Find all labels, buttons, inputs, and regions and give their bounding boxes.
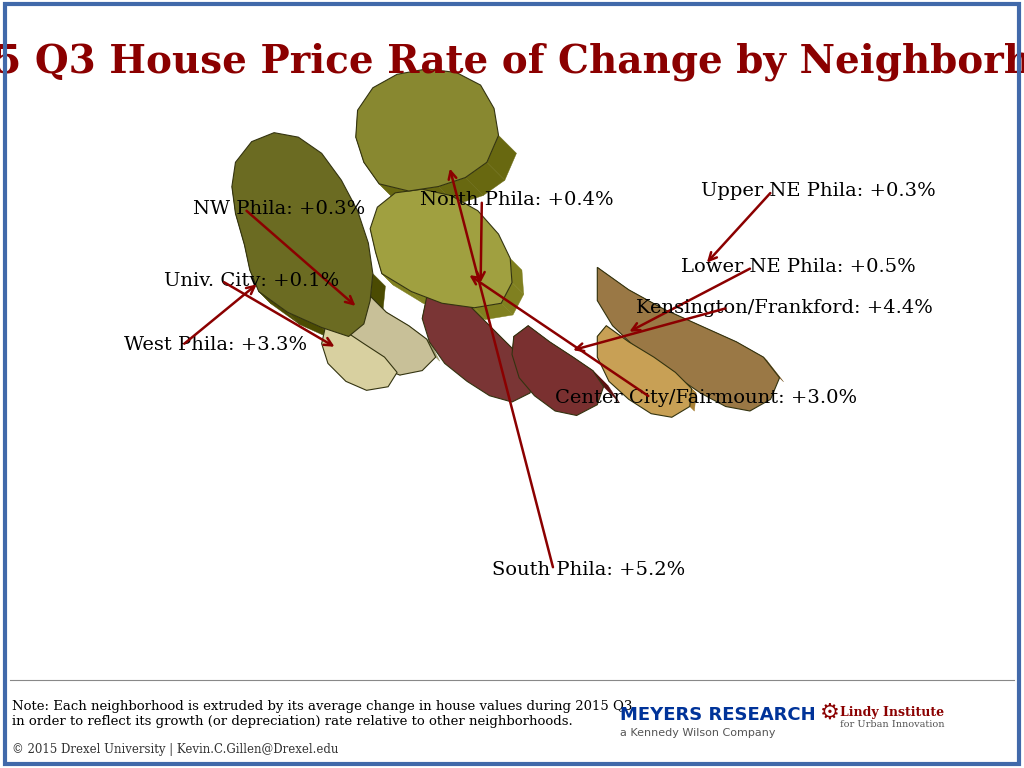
Text: North Phila: +0.4%: North Phila: +0.4% bbox=[421, 191, 614, 209]
Polygon shape bbox=[355, 137, 382, 180]
Polygon shape bbox=[370, 229, 387, 263]
Polygon shape bbox=[231, 187, 248, 226]
Polygon shape bbox=[501, 283, 523, 315]
Polygon shape bbox=[326, 327, 343, 331]
Polygon shape bbox=[550, 342, 589, 372]
Polygon shape bbox=[364, 290, 390, 316]
Polygon shape bbox=[370, 273, 385, 313]
Polygon shape bbox=[348, 290, 368, 294]
Text: for Urban Innovation: for Urban Innovation bbox=[840, 720, 944, 729]
Text: Lower NE Phila: +0.5%: Lower NE Phila: +0.5% bbox=[681, 258, 915, 276]
Polygon shape bbox=[337, 303, 341, 329]
Polygon shape bbox=[573, 357, 608, 386]
Polygon shape bbox=[384, 357, 400, 376]
Polygon shape bbox=[736, 342, 767, 361]
Polygon shape bbox=[597, 267, 779, 411]
Polygon shape bbox=[348, 324, 377, 349]
Polygon shape bbox=[700, 326, 740, 346]
Text: 2015 Q3 House Price Rate of Change by Neighborhood: 2015 Q3 House Price Rate of Change by Ne… bbox=[0, 43, 1024, 81]
Polygon shape bbox=[355, 69, 499, 191]
Polygon shape bbox=[386, 313, 413, 329]
Polygon shape bbox=[322, 327, 397, 390]
Text: ⚙: ⚙ bbox=[820, 703, 840, 723]
Polygon shape bbox=[259, 292, 300, 325]
Text: Center City/Fairmount: +3.0%: Center City/Fairmount: +3.0% bbox=[555, 389, 857, 406]
Polygon shape bbox=[525, 362, 542, 379]
Polygon shape bbox=[514, 326, 544, 353]
Polygon shape bbox=[322, 327, 361, 349]
Text: NW Phila: +0.3%: NW Phila: +0.3% bbox=[194, 200, 366, 218]
Polygon shape bbox=[690, 389, 696, 411]
Polygon shape bbox=[597, 267, 633, 294]
Text: Univ. City: +0.1%: Univ. City: +0.1% bbox=[164, 272, 339, 290]
Polygon shape bbox=[510, 258, 523, 294]
Polygon shape bbox=[597, 326, 611, 341]
Polygon shape bbox=[654, 357, 680, 377]
Text: Lindy Institute: Lindy Institute bbox=[840, 706, 944, 719]
Polygon shape bbox=[422, 297, 431, 323]
Polygon shape bbox=[528, 326, 565, 358]
Polygon shape bbox=[606, 326, 634, 346]
Polygon shape bbox=[597, 267, 601, 305]
Polygon shape bbox=[355, 111, 376, 155]
Polygon shape bbox=[465, 162, 505, 196]
Polygon shape bbox=[364, 343, 388, 361]
Polygon shape bbox=[597, 336, 602, 362]
Polygon shape bbox=[337, 290, 352, 307]
Polygon shape bbox=[438, 177, 483, 204]
Polygon shape bbox=[382, 273, 423, 303]
Polygon shape bbox=[364, 300, 383, 336]
Text: West Phila: +3.3%: West Phila: +3.3% bbox=[124, 336, 307, 355]
Polygon shape bbox=[442, 303, 486, 319]
Polygon shape bbox=[412, 292, 454, 315]
Polygon shape bbox=[763, 357, 783, 382]
Polygon shape bbox=[427, 281, 450, 301]
Polygon shape bbox=[288, 313, 334, 340]
Polygon shape bbox=[250, 270, 271, 304]
Text: South Phila: +5.2%: South Phila: +5.2% bbox=[493, 561, 685, 579]
Polygon shape bbox=[337, 290, 435, 375]
Polygon shape bbox=[593, 371, 620, 402]
Polygon shape bbox=[231, 133, 373, 336]
Polygon shape bbox=[236, 214, 257, 257]
Polygon shape bbox=[512, 336, 529, 370]
Polygon shape bbox=[322, 327, 329, 347]
Polygon shape bbox=[676, 372, 696, 393]
Polygon shape bbox=[665, 310, 705, 329]
Polygon shape bbox=[485, 321, 512, 348]
Polygon shape bbox=[512, 326, 603, 415]
Polygon shape bbox=[629, 290, 669, 313]
Polygon shape bbox=[409, 187, 457, 209]
Polygon shape bbox=[376, 252, 393, 286]
Polygon shape bbox=[379, 184, 427, 209]
Text: Note: Each neighborhood is extruded by its average change in house values during: Note: Each neighborhood is extruded by i… bbox=[12, 700, 633, 728]
Polygon shape bbox=[422, 281, 538, 402]
Polygon shape bbox=[340, 327, 368, 347]
Text: Kensington/Frankford: +4.4%: Kensington/Frankford: +4.4% bbox=[636, 299, 933, 316]
Text: Upper NE Phila: +0.3%: Upper NE Phila: +0.3% bbox=[700, 182, 935, 200]
Polygon shape bbox=[364, 162, 397, 202]
Polygon shape bbox=[245, 245, 262, 283]
Text: a Kennedy Wilson Company: a Kennedy Wilson Company bbox=[620, 728, 775, 738]
Polygon shape bbox=[444, 281, 471, 308]
Polygon shape bbox=[409, 326, 431, 343]
Polygon shape bbox=[486, 135, 516, 180]
Polygon shape bbox=[629, 342, 658, 362]
Text: MEYERS RESEARCH: MEYERS RESEARCH bbox=[620, 706, 816, 724]
Polygon shape bbox=[427, 339, 439, 361]
Polygon shape bbox=[467, 303, 489, 326]
Polygon shape bbox=[474, 303, 513, 319]
Polygon shape bbox=[508, 343, 529, 366]
Text: © 2015 Drexel University | Kevin.C.Gillen@Drexel.edu: © 2015 Drexel University | Kevin.C.Gille… bbox=[12, 743, 338, 756]
Polygon shape bbox=[370, 189, 512, 308]
Polygon shape bbox=[597, 326, 691, 417]
